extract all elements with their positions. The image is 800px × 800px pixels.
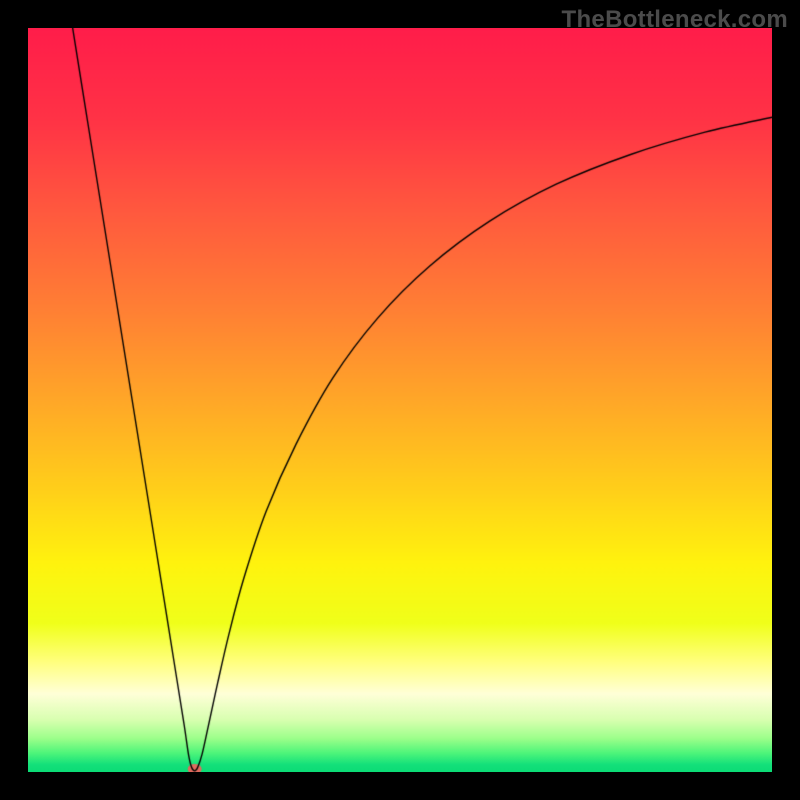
chart-curve-layer — [28, 28, 772, 772]
chart-plot-area — [28, 28, 772, 772]
watermark-text: TheBottleneck.com — [562, 6, 788, 34]
